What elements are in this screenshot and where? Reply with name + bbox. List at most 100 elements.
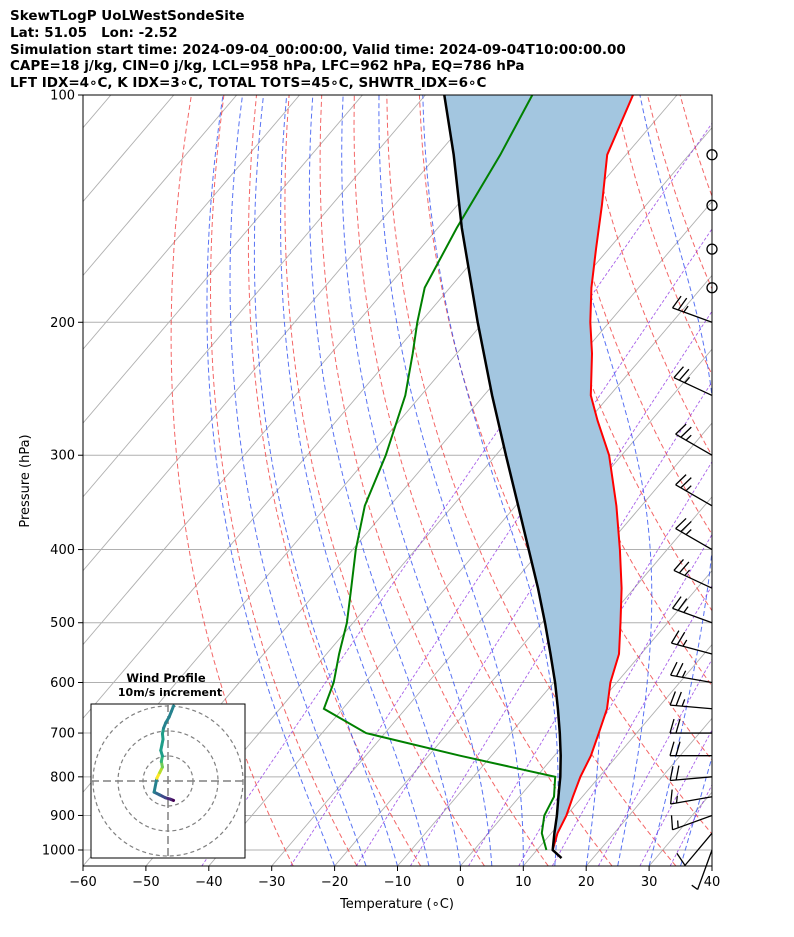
wind-barb — [669, 765, 713, 782]
chart-title: SkewTLogP UoLWestSondeSite — [10, 8, 245, 24]
wind-barb — [670, 630, 713, 655]
y-tick-label: 100 — [50, 89, 75, 104]
dry-adiabat-line — [319, 95, 549, 866]
isotherm-line — [145, 200, 712, 866]
dry-adiabat-line — [209, 95, 358, 866]
dry-adiabat-line — [581, 95, 712, 457]
wind-barb — [675, 517, 713, 551]
hodograph-segment — [152, 776, 159, 794]
dry-adiabat-line — [745, 95, 794, 866]
hodograph-inset: Wind Profile 10m/s increment — [90, 671, 246, 859]
hodograph-subtitle: 10m/s increment — [118, 686, 222, 699]
x-tick-label: −60 — [69, 875, 96, 890]
isotherm-line — [83, 95, 426, 498]
hodograph-segment — [169, 704, 176, 714]
y-axis-label: Pressure (hPa) — [18, 434, 33, 527]
parcel-line — [443, 95, 563, 860]
moist-adiabat-line — [680, 755, 712, 866]
temperature-line — [551, 95, 634, 851]
dry-adiabat-line — [170, 95, 294, 866]
mixing-ratio-line — [410, 381, 712, 866]
dry-adiabat-line — [647, 95, 712, 291]
moist-adiabat-line — [253, 95, 398, 866]
moist-adiabat-line — [206, 95, 336, 866]
y-tick-label: 500 — [50, 616, 75, 631]
chart-indices-2: LFT IDX=4∘C, K IDX=3∘C, TOTAL TOTS=45∘C,… — [10, 75, 487, 92]
wind-barb-calm — [706, 243, 718, 255]
y-tick-label: 600 — [50, 676, 75, 691]
isotherm-line — [83, 95, 238, 277]
wind-barb — [669, 741, 712, 757]
x-tick-label: 40 — [704, 875, 721, 890]
wind-barb-calm — [706, 282, 718, 294]
mixing-ratio-line — [551, 584, 712, 866]
dry-adiabat-line — [353, 95, 613, 866]
hodograph-rings — [91, 704, 245, 858]
dry-adiabat-line — [778, 95, 794, 866]
isotherm-line — [83, 95, 552, 646]
dry-adiabat-line — [484, 95, 712, 687]
x-tick-label: −50 — [132, 875, 159, 890]
isotherm-line — [522, 643, 712, 866]
dry-adiabat-line — [516, 95, 712, 612]
wind-barb — [669, 718, 712, 734]
profile-lines — [322, 95, 634, 860]
isotherm-line — [334, 422, 712, 866]
wind-barb — [670, 661, 713, 684]
y-tick-label: 200 — [50, 316, 75, 331]
y-tick-label: 900 — [50, 809, 75, 824]
moist-adiabat-line — [229, 95, 367, 866]
isotherm-line — [711, 865, 712, 866]
wind-barb — [672, 596, 713, 624]
mixing-ratio-line — [669, 783, 712, 866]
wind-barb-calm — [706, 199, 718, 211]
x-tick-label: 0 — [456, 875, 464, 890]
x-tick-label: −30 — [258, 875, 285, 890]
dry-adiabat-line — [386, 95, 677, 866]
moist-adiabat-line — [378, 95, 524, 866]
isotherm-line — [397, 496, 712, 866]
dry-adiabat-line — [418, 95, 712, 835]
chart-location: Lat: 51.05 Lon: -2.52 — [10, 24, 178, 41]
wind-barb — [669, 691, 713, 710]
y-tick-label: 300 — [50, 449, 75, 464]
wind-barb — [669, 789, 713, 805]
dry-adiabat-line — [679, 95, 712, 198]
moist-adiabat-line — [341, 95, 493, 866]
chart-header: SkewTLogP UoLWestSondeSite Lat: 51.05 Lo… — [10, 8, 626, 92]
wind-barb-calm — [706, 149, 718, 161]
x-axis-label: Temperature (∘C) — [339, 897, 454, 912]
moist-adiabat-line — [280, 95, 430, 866]
mixing-ratio-line — [518, 533, 712, 866]
cape-fill — [444, 95, 633, 850]
wind-barb — [676, 832, 713, 866]
x-tick-label: −10 — [384, 875, 411, 890]
chart-times: Simulation start time: 2024-09-04_00:00:… — [10, 41, 626, 58]
wind-barb — [675, 423, 713, 456]
isotherm-line — [83, 95, 300, 350]
mixing-ratio-line — [355, 310, 712, 866]
dry-adiabat-line — [247, 95, 422, 866]
moist-adiabat-line — [547, 95, 653, 866]
dry-adiabat-line — [284, 95, 485, 866]
y-tick-label: 400 — [50, 543, 75, 558]
x-tick-label: 30 — [641, 875, 658, 890]
wind-barbs — [669, 149, 718, 890]
moist-adiabat-line — [711, 864, 712, 866]
y-tick-label: 800 — [50, 770, 75, 785]
wind-barb — [670, 814, 713, 831]
y-tick-label: 1000 — [42, 844, 75, 859]
cape-area — [444, 95, 633, 850]
isotherm-line — [83, 95, 489, 572]
wind-barb — [675, 474, 713, 507]
x-tick-label: 10 — [515, 875, 532, 890]
moist-adiabat-line — [639, 95, 712, 866]
x-tick-label: 20 — [578, 875, 595, 890]
wind-barb — [672, 295, 713, 323]
x-axis: −60 −50 −40 −30 −20 −10 0 10 20 30 40 — [69, 866, 720, 890]
chart-indices-1: CAPE=18 j/kg, CIN=0 j/kg, LCL=958 hPa, L… — [10, 58, 525, 75]
hodograph-trace — [152, 704, 176, 802]
dewpoint-line — [322, 95, 557, 851]
isotherm-line — [83, 95, 363, 424]
